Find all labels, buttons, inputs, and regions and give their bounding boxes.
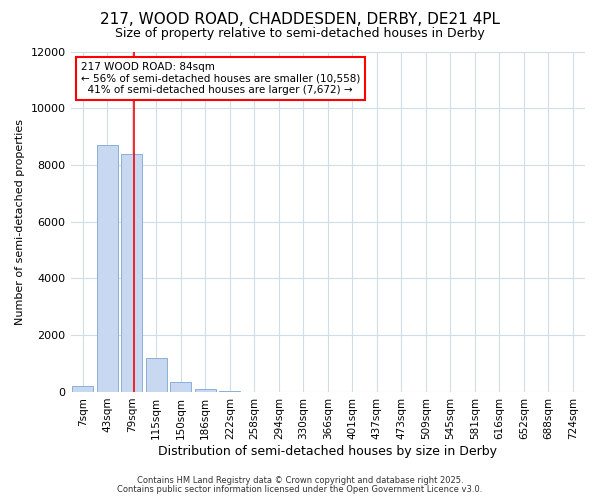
Bar [170, 382, 191, 392]
X-axis label: Distribution of semi-detached houses by size in Derby: Distribution of semi-detached houses by … [158, 444, 497, 458]
Bar [220, 390, 240, 392]
Text: 217 WOOD ROAD: 84sqm
← 56% of semi-detached houses are smaller (10,558)
  41% of: 217 WOOD ROAD: 84sqm ← 56% of semi-detac… [81, 62, 360, 95]
Text: Contains public sector information licensed under the Open Government Licence v3: Contains public sector information licen… [118, 485, 482, 494]
Bar [97, 145, 118, 392]
Bar [146, 358, 167, 392]
Bar [73, 386, 93, 392]
Bar [195, 389, 215, 392]
Text: 217, WOOD ROAD, CHADDESDEN, DERBY, DE21 4PL: 217, WOOD ROAD, CHADDESDEN, DERBY, DE21 … [100, 12, 500, 28]
Y-axis label: Number of semi-detached properties: Number of semi-detached properties [15, 118, 25, 324]
Text: Size of property relative to semi-detached houses in Derby: Size of property relative to semi-detach… [115, 28, 485, 40]
Bar [121, 154, 142, 392]
Text: Contains HM Land Registry data © Crown copyright and database right 2025.: Contains HM Land Registry data © Crown c… [137, 476, 463, 485]
